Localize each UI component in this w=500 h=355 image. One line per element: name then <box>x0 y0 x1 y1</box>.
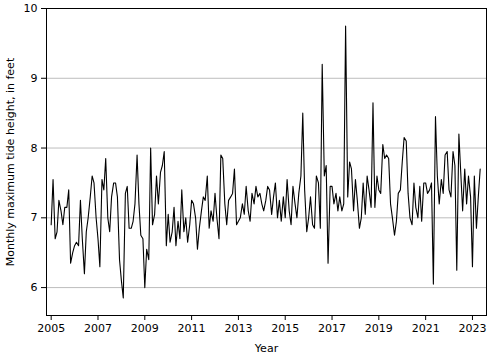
svg-text:2011: 2011 <box>178 322 206 335</box>
svg-text:2013: 2013 <box>224 322 252 335</box>
svg-text:Monthly maximum tide height, i: Monthly maximum tide height, in feet <box>4 57 17 266</box>
svg-text:2009: 2009 <box>131 322 159 335</box>
svg-text:10: 10 <box>24 2 38 15</box>
svg-text:6: 6 <box>31 281 38 294</box>
svg-text:Year: Year <box>254 342 279 355</box>
svg-text:2023: 2023 <box>458 322 486 335</box>
svg-text:2017: 2017 <box>318 322 346 335</box>
svg-text:9: 9 <box>31 72 38 85</box>
svg-text:2007: 2007 <box>84 322 112 335</box>
svg-text:7: 7 <box>31 211 38 224</box>
svg-text:2019: 2019 <box>365 322 393 335</box>
svg-text:8: 8 <box>31 142 38 155</box>
svg-text:2021: 2021 <box>412 322 440 335</box>
svg-text:2015: 2015 <box>271 322 299 335</box>
svg-text:2005: 2005 <box>37 322 65 335</box>
